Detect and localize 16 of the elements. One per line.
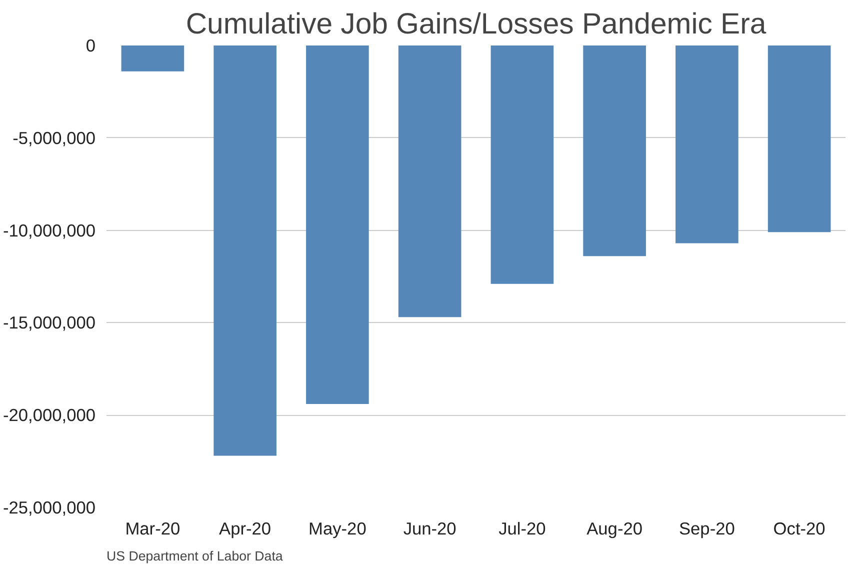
y-tick-label: 0 [86, 36, 96, 56]
text: US Department of Labor Data [106, 548, 284, 564]
x-tick-label: Aug-20 [586, 518, 643, 538]
y-tick-label: -20,000,000 [3, 405, 96, 426]
x-tick-label: Apr-20 [219, 518, 272, 538]
x-tick-label: Sep-20 [679, 518, 735, 538]
x-tick-label: Jun-20 [403, 518, 456, 538]
y-tick-label: -15,000,000 [3, 312, 96, 333]
x-tick-label: May-20 [308, 518, 366, 538]
y-tick-label: -10,000,000 [3, 220, 96, 240]
y-tick-label: -25,000,000 [3, 498, 96, 518]
chart-title: Cumulative Job Gains/Losses Pandemic Era [186, 8, 767, 40]
x-tick-label: Oct-20 [773, 518, 826, 538]
y-tick-label: -5,000,000 [12, 128, 96, 148]
x-tick-label: Mar-20 [125, 518, 180, 538]
x-tick-label: Jul-20 [498, 518, 546, 538]
